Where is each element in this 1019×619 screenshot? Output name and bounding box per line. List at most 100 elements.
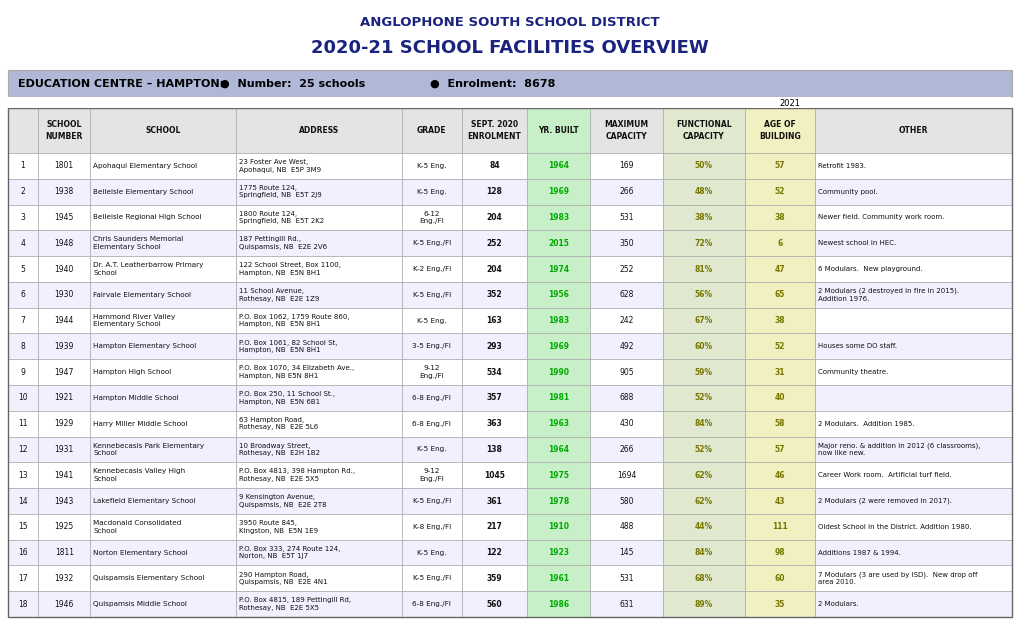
Bar [235,179,401,204]
Bar [814,179,1011,204]
Text: EDUCATION CENTRE – HAMPTON:: EDUCATION CENTRE – HAMPTON: [18,79,224,89]
Bar [235,540,401,565]
Bar [744,565,814,591]
Bar [462,436,527,462]
Bar [662,591,744,617]
Bar [38,411,91,436]
Text: P.O. Box 4813, 398 Hampton Rd.,
Rothesay, NB  E2E 5X5: P.O. Box 4813, 398 Hampton Rd., Rothesay… [238,469,355,482]
Bar [590,540,662,565]
Text: 14: 14 [18,496,28,506]
Bar [527,230,590,256]
Bar [527,462,590,488]
Bar [235,462,401,488]
Bar [235,359,401,385]
Text: 163: 163 [486,316,501,325]
Text: 1990: 1990 [547,368,569,376]
Bar [8,591,38,617]
Text: 6-8 Eng./FI: 6-8 Eng./FI [412,601,450,607]
Bar [462,591,527,617]
Bar [814,436,1011,462]
Text: 3950 Route 845,
Kingston, NB  E5N 1E9: 3950 Route 845, Kingston, NB E5N 1E9 [238,520,318,534]
Bar [38,462,91,488]
Bar [38,488,91,514]
Bar [662,282,744,308]
Text: 122: 122 [486,548,501,557]
Bar [91,256,235,282]
Text: ●  Enrolment:  8678: ● Enrolment: 8678 [430,79,554,89]
Text: 1983: 1983 [547,316,569,325]
Bar [8,230,38,256]
Text: 266: 266 [619,445,633,454]
Bar [462,514,527,540]
Bar [814,256,1011,282]
Text: Retrofit 1983.: Retrofit 1983. [817,163,865,169]
Text: 3-5 Eng./FI: 3-5 Eng./FI [412,344,450,349]
Bar [38,514,91,540]
Text: 1948: 1948 [55,239,73,248]
Text: 169: 169 [619,162,633,170]
Bar [527,256,590,282]
Bar [590,591,662,617]
Text: Hammond River Valley
Elementary School: Hammond River Valley Elementary School [93,314,175,327]
Bar [744,359,814,385]
Bar [814,462,1011,488]
Text: 1964: 1964 [547,445,569,454]
Bar [744,153,814,179]
Text: 534: 534 [486,368,501,376]
Bar [235,591,401,617]
Bar [662,204,744,230]
Text: 357: 357 [486,394,501,402]
Bar [462,334,527,359]
Bar [462,540,527,565]
Text: Quispamsis Middle School: Quispamsis Middle School [93,601,187,607]
Bar [8,308,38,334]
Text: 81%: 81% [694,264,712,274]
Text: 1969: 1969 [547,187,569,196]
Text: Fairvale Elementary School: Fairvale Elementary School [93,292,192,298]
Text: 40: 40 [774,394,785,402]
Bar [814,540,1011,565]
Text: Macdonald Consolidated
School: Macdonald Consolidated School [93,520,181,534]
Bar [91,359,235,385]
Text: K-2 Eng./FI: K-2 Eng./FI [412,266,450,272]
Bar [401,334,462,359]
Text: K-5 Eng.: K-5 Eng. [417,189,446,194]
Bar [744,179,814,204]
Bar [8,411,38,436]
Text: 38: 38 [774,316,785,325]
Text: 290 Hampton Road,
Quispamsis, NB  E2E 4N1: 290 Hampton Road, Quispamsis, NB E2E 4N1 [238,571,327,585]
Bar [91,153,235,179]
Text: 3: 3 [20,213,25,222]
Text: 1975: 1975 [547,470,569,480]
Text: 11 School Avenue,
Rothesay, NB  E2E 1Z9: 11 School Avenue, Rothesay, NB E2E 1Z9 [238,288,319,301]
Bar [814,230,1011,256]
Text: 43: 43 [774,496,785,506]
Bar [91,282,235,308]
Text: 68%: 68% [694,574,712,583]
Text: 128: 128 [486,187,502,196]
Bar [814,411,1011,436]
Bar [401,488,462,514]
Bar [38,308,91,334]
Text: Lakefield Elementary School: Lakefield Elementary School [93,498,196,504]
Text: 84: 84 [489,162,499,170]
Text: 1800 Route 124,
Springfield, NB  E5T 2K2: 1800 Route 124, Springfield, NB E5T 2K2 [238,210,324,224]
Text: Norton Elementary School: Norton Elementary School [93,550,187,556]
Bar [91,108,235,153]
Bar [744,488,814,514]
Text: 6-12
Eng./FI: 6-12 Eng./FI [419,210,443,224]
Bar [235,153,401,179]
Text: 2 Modulars (2 destroyed in fire in 2015).
Addition 1976.: 2 Modulars (2 destroyed in fire in 2015)… [817,288,959,302]
Text: 1941: 1941 [55,470,73,480]
Bar [401,436,462,462]
Text: 6: 6 [20,290,25,299]
Bar [590,462,662,488]
Bar [8,256,38,282]
Text: 38%: 38% [694,213,712,222]
Bar [590,488,662,514]
Bar [590,153,662,179]
Bar [91,514,235,540]
Bar [462,359,527,385]
Text: 52: 52 [774,187,785,196]
Bar [462,308,527,334]
